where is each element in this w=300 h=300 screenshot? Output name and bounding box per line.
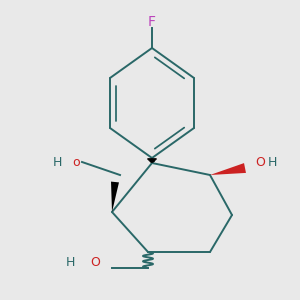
Text: H: H (66, 256, 75, 268)
Text: F: F (148, 15, 156, 29)
Text: H: H (268, 157, 278, 169)
Text: O: O (90, 256, 100, 268)
Text: o: o (72, 155, 80, 169)
Polygon shape (111, 182, 119, 212)
Text: H: H (52, 155, 62, 169)
Polygon shape (210, 163, 246, 175)
Text: O: O (255, 157, 265, 169)
